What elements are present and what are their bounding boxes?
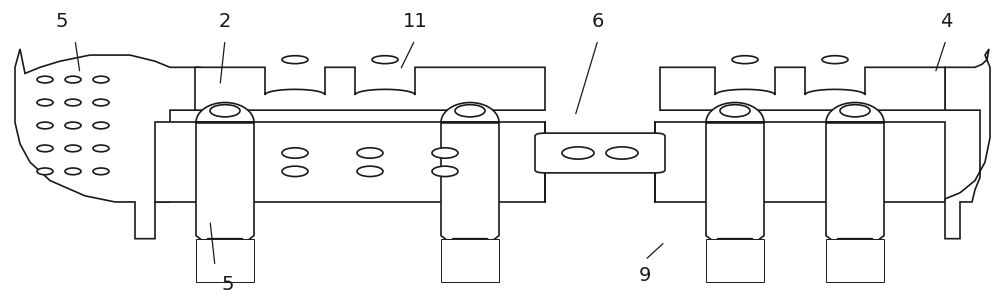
Text: 6: 6 [592,12,604,31]
Ellipse shape [720,105,750,117]
Ellipse shape [210,105,240,117]
Ellipse shape [65,168,81,175]
Ellipse shape [606,147,638,159]
Ellipse shape [562,147,594,159]
Text: 5: 5 [222,275,234,294]
Ellipse shape [282,166,308,177]
Ellipse shape [65,76,81,83]
Polygon shape [195,67,545,110]
Polygon shape [196,103,254,122]
Ellipse shape [37,99,53,106]
Ellipse shape [357,166,383,177]
Ellipse shape [65,145,81,152]
Polygon shape [441,122,499,242]
Polygon shape [706,103,764,122]
Ellipse shape [822,56,848,64]
Bar [706,239,764,282]
Ellipse shape [282,56,308,64]
Ellipse shape [282,148,308,158]
Text: 5: 5 [56,12,68,31]
Polygon shape [945,49,990,239]
Ellipse shape [93,76,109,83]
Ellipse shape [65,122,81,129]
Ellipse shape [93,122,109,129]
Polygon shape [196,122,254,242]
Ellipse shape [93,145,109,152]
Ellipse shape [372,56,398,64]
Bar [826,239,884,282]
Ellipse shape [432,166,458,177]
Bar [196,239,254,282]
Polygon shape [826,103,884,122]
Ellipse shape [37,76,53,83]
Polygon shape [826,122,884,242]
Text: 9: 9 [639,266,651,285]
Ellipse shape [840,105,870,117]
Ellipse shape [455,105,485,117]
Ellipse shape [37,122,53,129]
Ellipse shape [93,99,109,106]
Text: 4: 4 [940,12,952,31]
Polygon shape [655,122,945,202]
Polygon shape [441,103,499,122]
Text: 2: 2 [219,12,231,31]
Text: 11: 11 [403,12,427,31]
Ellipse shape [37,168,53,175]
Polygon shape [660,67,945,110]
Ellipse shape [357,148,383,158]
FancyBboxPatch shape [535,133,665,173]
Polygon shape [706,122,764,242]
Ellipse shape [732,56,758,64]
Bar [441,239,499,282]
Polygon shape [15,49,200,239]
Ellipse shape [37,145,53,152]
Ellipse shape [432,148,458,158]
Polygon shape [155,122,545,202]
Ellipse shape [65,99,81,106]
Ellipse shape [93,168,109,175]
